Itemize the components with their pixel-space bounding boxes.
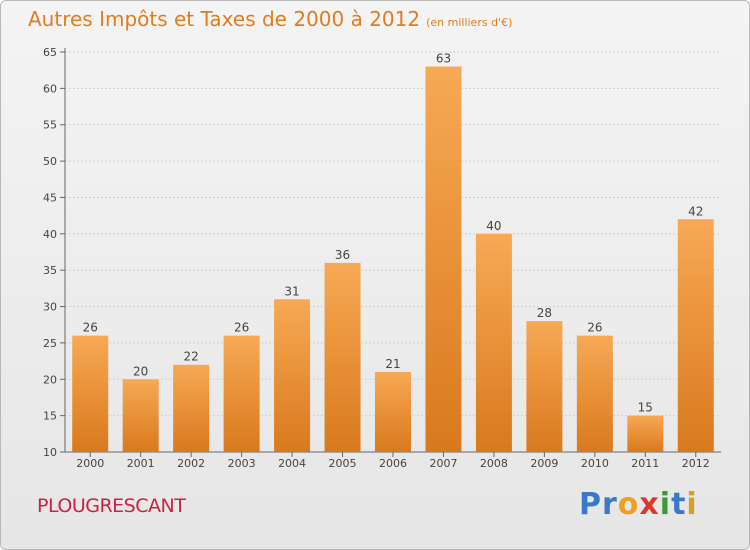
data-label-2010: 26 xyxy=(587,321,602,335)
data-label-2003: 26 xyxy=(234,321,249,335)
data-label-2005: 36 xyxy=(335,248,350,262)
bar-2012 xyxy=(677,219,714,452)
logo-letter: i xyxy=(686,487,698,522)
labels: 10 15 20 25 30 35 40 45 50 55 60 65 26 2000 20 2001 22 20… xyxy=(43,46,710,470)
bar-2004 xyxy=(274,299,311,452)
x-tick-label: 2003 xyxy=(228,457,256,470)
data-label-2006: 21 xyxy=(385,357,400,371)
bar-2007 xyxy=(425,66,462,452)
bars xyxy=(72,66,714,452)
x-tick-label: 2008 xyxy=(480,457,508,470)
bar-2006 xyxy=(375,372,411,452)
bar-2003 xyxy=(223,335,260,452)
y-tick-label: 35 xyxy=(43,264,57,277)
y-tick-label: 45 xyxy=(43,191,57,204)
data-label-2008: 40 xyxy=(486,219,501,233)
bar-2010 xyxy=(576,335,613,452)
bar-2008 xyxy=(475,233,512,452)
commune-name: PLOUGRESCANT xyxy=(37,495,186,517)
bar-2011 xyxy=(627,415,664,452)
unit-note: (en milliers d'€) xyxy=(426,16,513,29)
x-tick-label: 2010 xyxy=(581,457,609,470)
x-tick-label: 2000 xyxy=(76,457,104,470)
data-label-2012: 42 xyxy=(688,204,703,218)
x-tick-label: 2009 xyxy=(530,457,558,470)
x-tick-label: 2007 xyxy=(429,457,457,470)
logo-letter: P xyxy=(579,487,602,522)
logo-letter: i xyxy=(659,487,672,522)
data-label-2007: 63 xyxy=(436,52,451,66)
y-tick-label: 65 xyxy=(43,46,57,59)
data-label-2004: 31 xyxy=(284,284,299,298)
data-label-2011: 15 xyxy=(638,401,653,415)
chart-title: Autres Impôts et Taxes de 2000 à 2012 (en… xyxy=(28,7,512,31)
bar-2005 xyxy=(324,262,361,452)
y-tick-label: 50 xyxy=(43,155,57,168)
x-tick-label: 2005 xyxy=(329,457,357,470)
data-label-2009: 28 xyxy=(537,306,552,320)
bar-2000 xyxy=(72,335,109,452)
bar-2001 xyxy=(122,379,159,452)
y-tick-label: 25 xyxy=(43,337,57,350)
y-tick-label: 55 xyxy=(43,119,57,132)
x-tick-label: 2012 xyxy=(682,457,710,470)
y-tick-label: 30 xyxy=(43,301,57,314)
title-text: Autres Impôts et Taxes de 2000 à 2012 xyxy=(28,7,421,31)
y-tick-label: 40 xyxy=(43,228,57,241)
data-label-2000: 26 xyxy=(83,321,98,335)
x-tick-label: 2001 xyxy=(127,457,155,470)
x-tick-label: 2002 xyxy=(177,457,205,470)
logo-letter: x xyxy=(639,487,660,522)
y-tick-label: 10 xyxy=(43,446,57,459)
x-tick-label: 2004 xyxy=(278,457,306,470)
x-tick-label: 2006 xyxy=(379,457,407,470)
proxiti-logo: Proxiti xyxy=(579,487,698,522)
data-label-2001: 20 xyxy=(133,364,148,378)
bar-2009 xyxy=(526,321,563,452)
data-label-2002: 22 xyxy=(184,350,199,364)
logo-letter: o xyxy=(617,487,640,522)
bar-2002 xyxy=(173,364,210,452)
logo-letter: t xyxy=(671,487,687,522)
y-tick-label: 20 xyxy=(43,373,57,386)
y-tick-label: 15 xyxy=(43,410,57,423)
x-tick-label: 2011 xyxy=(631,457,659,470)
y-tick-label: 60 xyxy=(43,82,57,95)
logo-letter: r xyxy=(602,487,618,522)
